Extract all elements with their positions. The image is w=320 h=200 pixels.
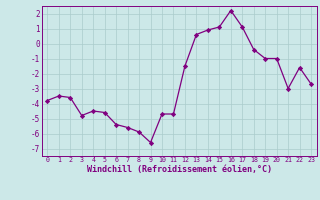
X-axis label: Windchill (Refroidissement éolien,°C): Windchill (Refroidissement éolien,°C) <box>87 165 272 174</box>
